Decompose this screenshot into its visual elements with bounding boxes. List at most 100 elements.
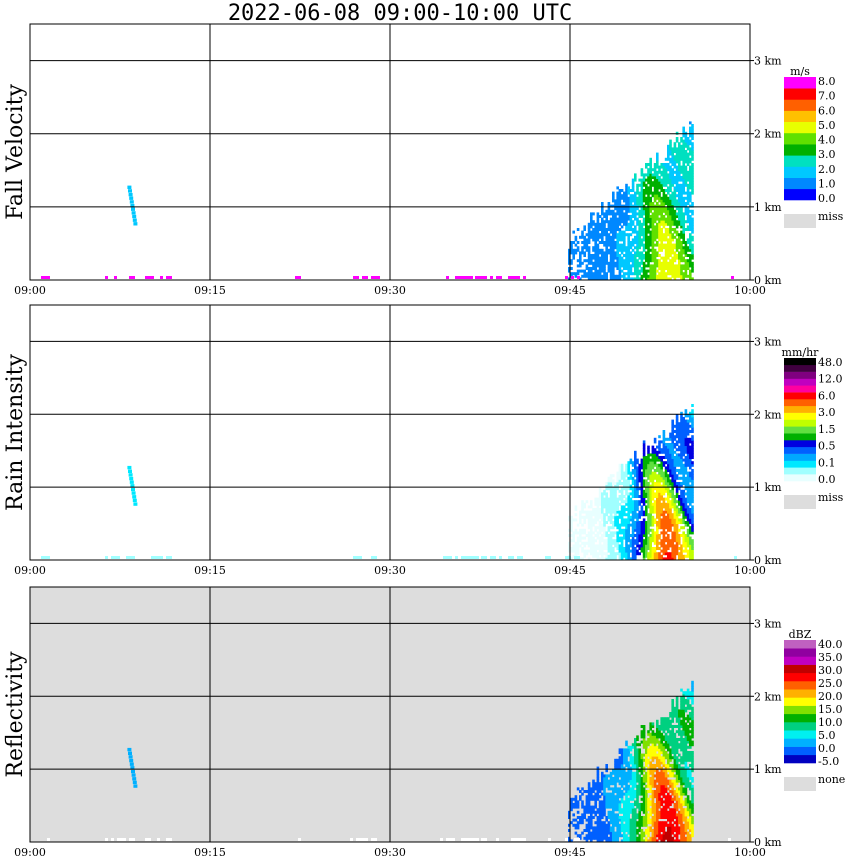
echo-pixel (629, 748, 633, 752)
colorbar-label: 0.1 (818, 456, 836, 469)
echo-pixel (653, 272, 657, 276)
echo-pixel (682, 424, 685, 428)
echo-pixel (660, 823, 663, 827)
echo-pixel (601, 217, 604, 221)
surface-clutter (169, 276, 172, 279)
echo-pixel (605, 539, 608, 543)
echo-pixel (649, 549, 652, 553)
echo-pixel (601, 261, 604, 265)
echo-pixel (583, 829, 586, 832)
echo-pixel (656, 230, 659, 234)
echo-pixel (678, 453, 681, 457)
echo-pixel (625, 544, 628, 548)
echo-pixel (656, 539, 659, 543)
echo-pixel (607, 212, 611, 216)
echo-pixel (678, 476, 681, 480)
echo-pixel (656, 803, 659, 806)
echo-pixel (664, 544, 668, 548)
echo-pixel (642, 492, 646, 496)
echo-pixel (579, 790, 582, 793)
echo-pixel (660, 554, 663, 558)
surface-clutter (157, 556, 160, 559)
echo-pixel (579, 259, 582, 263)
echo-pixel (618, 764, 622, 767)
echo-pixel (645, 230, 648, 234)
echo-pixel (658, 751, 661, 754)
echo-pixel (618, 256, 622, 260)
echo-pixel (627, 461, 630, 465)
echo-pixel (614, 233, 617, 237)
echo-pixel (618, 544, 622, 548)
echo-pixel (616, 261, 619, 265)
surface-clutter (111, 556, 114, 559)
echo-pixel (669, 212, 672, 216)
echo-pixel (631, 515, 635, 519)
echo-pixel (667, 528, 670, 532)
echo-pixel (627, 500, 630, 504)
echo-pixel (636, 267, 639, 270)
echo-pixel (658, 792, 661, 796)
echo-pixel (609, 502, 613, 506)
echo-pixel (570, 521, 573, 524)
echo-pixel (653, 839, 657, 843)
echo-pixel (656, 748, 659, 752)
echo-pixel (656, 526, 659, 530)
echo-pixel (634, 251, 637, 255)
echo-pixel (623, 528, 626, 532)
echo-pixel (585, 797, 589, 801)
echo-pixel (607, 547, 611, 550)
echo-pixel (686, 437, 690, 441)
echo-pixel (682, 422, 685, 426)
echo-pixel (570, 805, 573, 809)
echo-pixel (691, 269, 694, 273)
echo-pixel (673, 536, 677, 540)
echo-pixel (647, 194, 650, 198)
echo-pixel (638, 753, 641, 757)
echo-pixel (678, 189, 681, 192)
echo-pixel (675, 264, 679, 268)
echo-pixel (620, 474, 624, 478)
echo-pixel (603, 552, 606, 556)
echo-pixel (583, 251, 586, 255)
echo-pixel (649, 269, 652, 273)
echo-pixel (625, 552, 628, 556)
echo-pixel (636, 199, 639, 203)
echo-pixel (592, 531, 595, 535)
echo-pixel (664, 803, 668, 806)
echo-pixel (669, 479, 672, 483)
echo-pixel (664, 194, 668, 198)
echo-pixel (651, 183, 655, 187)
surface-clutter (508, 556, 511, 559)
echo-pixel (656, 823, 659, 827)
echo-pixel (653, 782, 657, 786)
echo-pixel (623, 238, 626, 242)
echo-pixel (616, 212, 619, 216)
echo-pixel (612, 834, 615, 838)
echo-pixel (590, 821, 593, 825)
echo-pixel (618, 800, 622, 804)
echo-pixel (669, 453, 672, 457)
echo-pixel (673, 230, 677, 234)
echo-pixel (627, 521, 630, 524)
echo-pixel (640, 228, 644, 231)
echo-pixel (634, 235, 637, 239)
colorbar-label: 12.0 (818, 373, 843, 386)
surface-clutter (467, 276, 470, 279)
echo-pixel (640, 805, 644, 809)
echo-pixel (647, 497, 650, 501)
echo-pixel (583, 531, 586, 535)
echo-pixel (587, 277, 591, 281)
echo-pixel (640, 484, 644, 488)
echo-pixel (629, 209, 633, 213)
echo-pixel (594, 264, 597, 268)
surface-clutter (132, 276, 135, 279)
echo-pixel (684, 267, 688, 270)
echo-pixel (568, 547, 571, 550)
echo-pixel (612, 194, 615, 198)
echo-pixel (585, 246, 589, 250)
echo-pixel (649, 515, 652, 519)
echo-pixel (649, 782, 652, 786)
echo-pixel (601, 238, 604, 242)
echo-pixel (574, 508, 578, 511)
echo-pixel (667, 816, 670, 819)
